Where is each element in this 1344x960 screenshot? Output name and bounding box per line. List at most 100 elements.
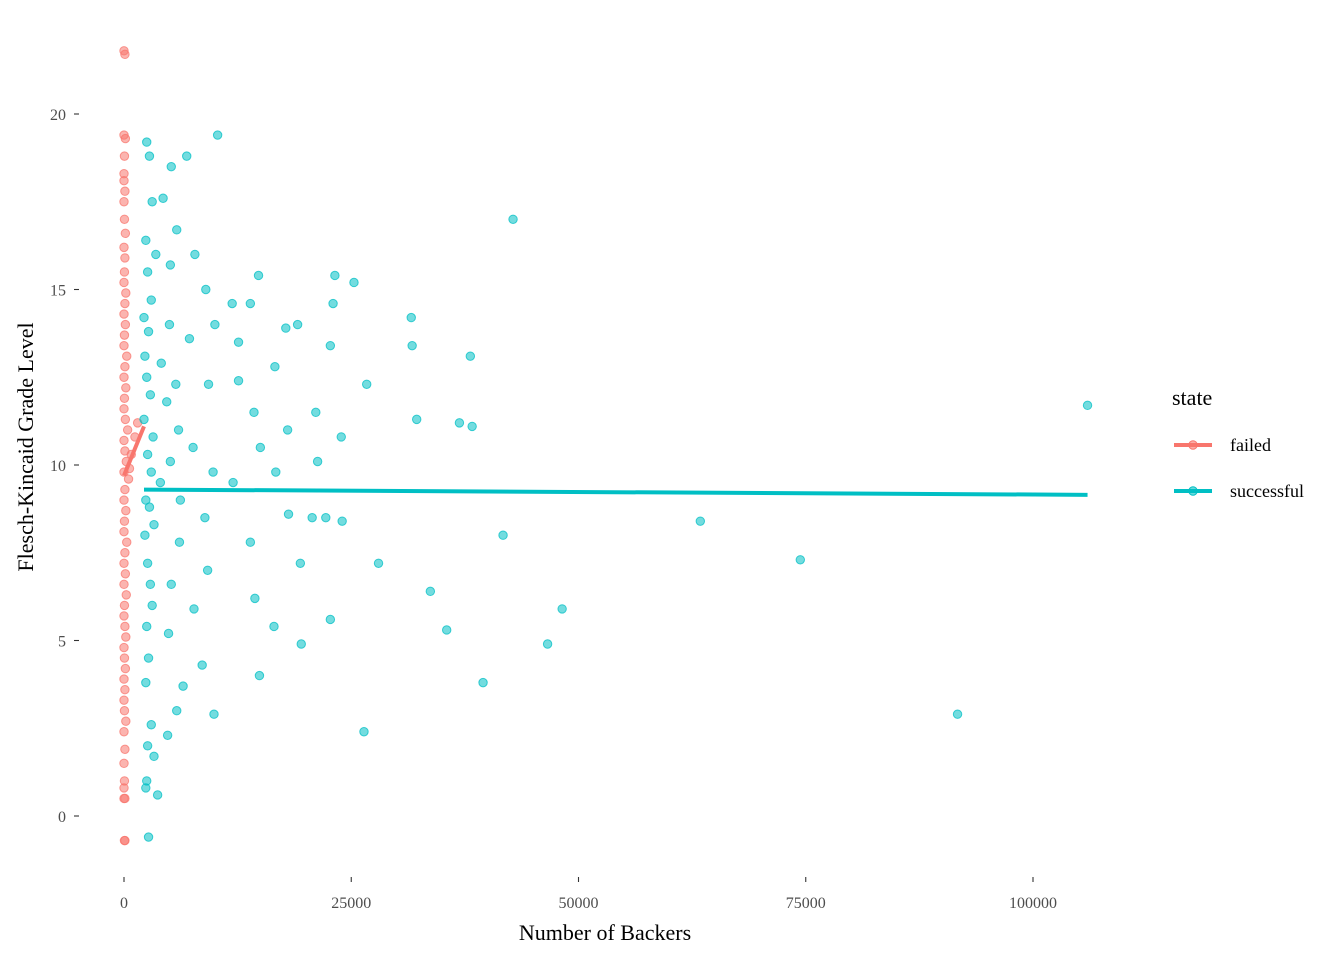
data-point-successful xyxy=(165,260,176,270)
data-point-failed xyxy=(120,319,131,330)
data-point-failed xyxy=(121,505,131,516)
data-point-successful xyxy=(245,537,256,547)
data-point-successful xyxy=(249,407,259,418)
data-point-successful xyxy=(296,639,306,649)
data-point-successful xyxy=(307,512,317,523)
data-point-failed xyxy=(120,133,131,144)
data-point-successful xyxy=(147,600,157,611)
data-point-successful xyxy=(139,312,149,323)
data-point-failed xyxy=(119,151,130,161)
trend-line-failed xyxy=(122,425,146,477)
data-point-successful xyxy=(142,449,153,460)
data-point-successful xyxy=(210,319,220,330)
x-axis-title: Number of Backers xyxy=(519,920,691,945)
data-point-failed xyxy=(121,632,131,642)
x-axis: 0 25000 50000 75000 100000 xyxy=(120,877,1057,912)
data-point-failed xyxy=(119,642,129,653)
data-point-successful xyxy=(146,467,156,477)
data-point-failed xyxy=(119,435,129,446)
data-point-successful xyxy=(140,530,150,540)
data-point-failed xyxy=(119,277,129,288)
data-point-successful xyxy=(349,277,359,288)
data-point-successful xyxy=(147,197,157,207)
data-point-successful xyxy=(165,456,176,467)
data-point-failed xyxy=(119,197,129,207)
y-tick-label: 15 xyxy=(50,283,66,300)
data-point-successful xyxy=(151,249,161,260)
data-point-failed xyxy=(119,175,129,186)
data-point-successful xyxy=(166,161,176,172)
data-point-successful xyxy=(149,519,159,530)
data-point-successful xyxy=(139,414,149,425)
data-point-failed xyxy=(119,579,129,590)
data-point-successful xyxy=(172,225,182,235)
data-point-successful xyxy=(142,372,152,382)
data-point-successful xyxy=(143,653,154,663)
data-point-successful xyxy=(164,319,175,330)
data-point-successful xyxy=(156,358,166,368)
data-point-successful xyxy=(141,677,151,688)
data-point-failed xyxy=(119,727,129,737)
data-point-successful xyxy=(172,706,182,716)
data-point-successful xyxy=(250,593,260,604)
data-point-successful xyxy=(141,235,151,246)
data-point-successful xyxy=(162,397,172,407)
data-point-failed xyxy=(120,569,131,579)
data-point-successful xyxy=(146,720,156,730)
data-point-successful xyxy=(295,558,306,568)
data-point-successful xyxy=(270,362,280,372)
data-point-successful xyxy=(373,558,384,568)
x-tick-label: 50000 xyxy=(559,895,599,912)
data-point-successful xyxy=(245,298,256,309)
data-point-failed xyxy=(119,558,129,568)
data-point-successful xyxy=(233,337,244,347)
data-point-successful xyxy=(188,442,198,453)
data-point-failed xyxy=(122,351,132,361)
data-point-failed xyxy=(120,186,130,196)
data-point-failed xyxy=(119,340,129,351)
data-point-failed xyxy=(120,744,130,755)
y-tick-label: 20 xyxy=(50,107,66,124)
legend-key-point-successful xyxy=(1188,486,1198,496)
data-point-successful xyxy=(325,614,336,625)
data-point-failed xyxy=(119,600,130,611)
data-point-failed xyxy=(119,758,129,769)
data-point-failed xyxy=(119,330,130,340)
data-point-failed xyxy=(120,621,130,632)
data-point-successful xyxy=(325,340,336,351)
y-tick-label: 5 xyxy=(58,634,66,651)
data-point-successful xyxy=(142,558,153,568)
data-point-failed xyxy=(119,495,129,505)
legend-key-point-failed xyxy=(1188,440,1198,450)
data-point-successful xyxy=(441,625,452,635)
data-point-successful xyxy=(425,586,436,597)
data-point-failed xyxy=(119,309,129,319)
data-point-successful xyxy=(467,421,477,432)
data-point-failed xyxy=(119,783,129,793)
data-point-successful xyxy=(148,432,158,442)
data-point-successful xyxy=(311,407,321,418)
data-point-successful xyxy=(149,751,159,762)
data-point-failed xyxy=(119,526,129,537)
legend-title: state xyxy=(1172,385,1212,410)
data-point-failed xyxy=(120,835,130,846)
data-point-successful xyxy=(200,512,210,523)
data-point-successful xyxy=(144,502,155,512)
data-point-failed xyxy=(119,267,130,277)
y-axis: 0 5 10 15 20 xyxy=(50,107,79,826)
data-point-successful xyxy=(330,270,340,281)
data-point-successful xyxy=(212,130,223,140)
data-point-successful xyxy=(228,477,238,488)
data-point-failed xyxy=(119,404,129,414)
data-point-successful xyxy=(146,295,156,305)
data-point-successful xyxy=(255,442,266,453)
legend-label-failed: failed xyxy=(1230,435,1271,455)
data-point-failed xyxy=(119,372,129,382)
x-tick-label: 25000 xyxy=(331,895,371,912)
data-point-successful xyxy=(407,340,417,351)
data-point-failed xyxy=(121,383,131,393)
y-tick-label: 10 xyxy=(50,458,66,475)
data-points xyxy=(119,46,1093,846)
data-point-successful xyxy=(498,530,508,540)
